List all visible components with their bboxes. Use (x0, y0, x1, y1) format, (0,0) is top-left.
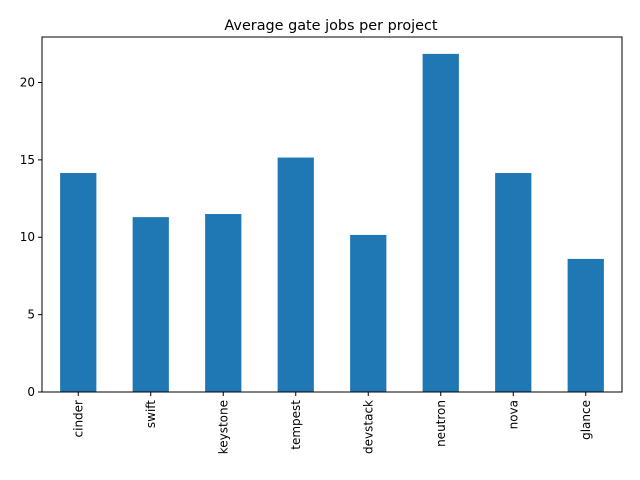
x-tick-label: nova (506, 400, 520, 429)
x-tick-label: devstack (361, 400, 375, 454)
bar-swift (132, 217, 169, 392)
y-tick-label: 10 (20, 230, 35, 244)
y-tick-label: 5 (27, 308, 35, 322)
y-tick-label: 15 (20, 153, 35, 167)
x-tick-label: swift (144, 400, 158, 428)
bar-glance (567, 258, 604, 392)
plot-frame (41, 36, 623, 393)
bar-keystone (205, 214, 242, 392)
x-tick-label: keystone (216, 400, 230, 454)
bar-neutron (422, 53, 459, 392)
y-axis: 0 5 10 15 20 (20, 75, 42, 399)
bar-tempest (277, 157, 314, 392)
y-tick-label: 20 (20, 75, 35, 89)
chart-title: Average gate jobs per project (224, 18, 437, 34)
bar-nova (495, 173, 532, 392)
x-axis: cinder swift keystone tempest devstack neutro… (71, 392, 593, 454)
x-tick-label: neutron (434, 400, 448, 447)
bars-group (60, 53, 604, 392)
bar-cinder (60, 173, 97, 392)
x-tick-label: glance (579, 400, 593, 440)
y-tick-label: 0 (27, 385, 35, 399)
bar-devstack (350, 234, 387, 392)
x-tick-label: tempest (289, 400, 303, 450)
x-tick-label: cinder (71, 400, 85, 438)
